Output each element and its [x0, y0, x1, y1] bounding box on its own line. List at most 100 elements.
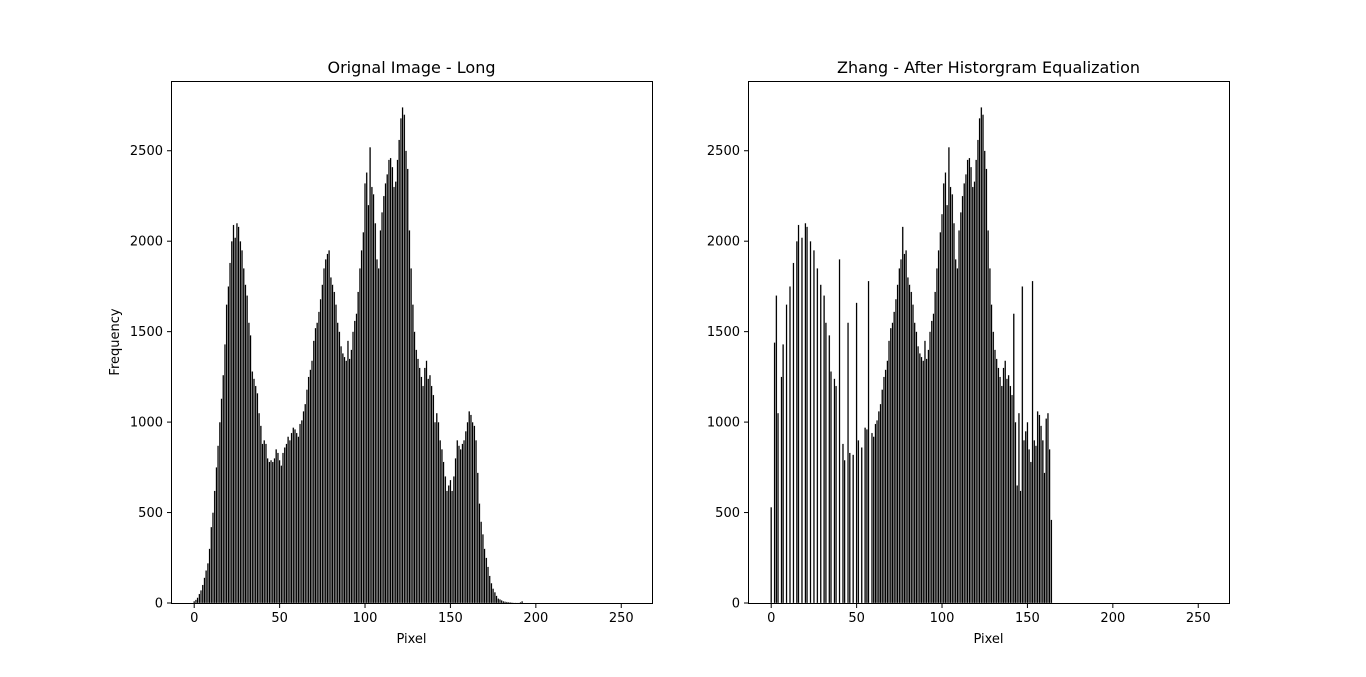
right-histogram-bar	[908, 284, 911, 604]
right-histogram-bar	[958, 230, 961, 604]
right-histogram-bar	[1009, 385, 1012, 604]
right-histogram-bar	[1021, 286, 1024, 604]
right-histogram-bar	[1029, 461, 1032, 604]
left-histogram-bar	[511, 602, 513, 604]
panel-original: 0 50 100 150 200 250 0 500 1000 1500 2000 2500 Ori…	[108, 58, 653, 647]
right-histogram-bar	[795, 241, 798, 604]
left-histogram-bar	[408, 230, 411, 604]
left-histogram-bar	[295, 432, 298, 604]
right-y-tick-label: 500	[715, 506, 740, 521]
right-histogram-bar	[1033, 440, 1036, 604]
left-histogram-bar	[200, 590, 202, 604]
left-histogram-bar	[444, 476, 447, 604]
left-histogram-bar	[372, 194, 375, 604]
right-histogram-bar	[809, 241, 812, 604]
left-histogram-bar	[490, 582, 493, 604]
right-histogram-bar	[912, 304, 914, 604]
right-histogram-bar	[977, 139, 979, 604]
right-histogram-bar	[963, 183, 966, 604]
left-histogram-bar	[369, 147, 372, 604]
left-y-tick-label: 1500	[130, 325, 163, 340]
right-histogram-bar	[780, 376, 783, 604]
right-histogram-bar	[1012, 313, 1015, 604]
left-histogram-bar	[309, 369, 312, 604]
left-y-tick-label: 0	[155, 597, 163, 612]
right-histogram-bar	[848, 452, 851, 604]
right-histogram-bar	[929, 331, 931, 604]
left-histogram-bar	[331, 284, 334, 604]
left-histogram-bar	[229, 262, 231, 604]
right-histogram-bar	[946, 204, 949, 604]
left-histogram-bar	[456, 440, 459, 604]
left-histogram-bar	[265, 443, 267, 604]
right-histogram-bar	[978, 118, 981, 604]
right-histogram-bar	[1036, 411, 1039, 604]
right-histogram-bar	[959, 212, 962, 604]
right-histogram-bar	[833, 378, 836, 604]
left-histogram-bar	[258, 412, 261, 604]
right-histogram-bar	[876, 420, 879, 604]
left-x-tick-label: 100	[353, 611, 378, 626]
left-histogram-bar	[246, 295, 249, 604]
right-histogram-bar	[1028, 449, 1031, 604]
right-histogram-bar	[927, 349, 930, 604]
left-histogram-bar	[447, 485, 450, 604]
left-histogram-bar	[329, 277, 332, 604]
right-axes-frame	[748, 81, 1230, 604]
left-histogram-bar	[355, 313, 358, 604]
left-histogram-bar	[321, 284, 324, 604]
right-histogram-bar	[920, 356, 923, 604]
right-histogram-bar	[789, 286, 791, 604]
right-histogram-bar	[988, 268, 991, 604]
left-histogram-bar	[324, 259, 327, 604]
left-chart-title: Orignal Image - Long	[327, 58, 495, 77]
left-y-ticks: 0 500 1000 1500 2000 2500	[130, 144, 172, 612]
right-histogram-bar	[1000, 385, 1003, 604]
right-histogram-bar	[770, 506, 773, 604]
left-histogram-bar	[208, 548, 211, 604]
right-y-tick-label: 2000	[707, 235, 740, 250]
left-histogram-bar	[499, 599, 501, 604]
right-histogram-bar	[953, 222, 955, 604]
right-histogram-bar	[918, 353, 921, 604]
left-histogram-bar	[300, 420, 303, 604]
left-histogram-bar	[423, 367, 426, 604]
right-histogram-bar	[1041, 440, 1044, 604]
left-histogram-bar	[437, 421, 440, 604]
left-histogram-bar	[348, 358, 351, 604]
left-histogram-bar	[312, 340, 315, 604]
left-histogram-bar	[198, 593, 201, 604]
right-histogram-bar	[980, 107, 983, 604]
left-histogram-bar	[306, 389, 308, 604]
right-histogram-bar	[1004, 360, 1007, 604]
right-histogram-bar	[877, 411, 880, 604]
left-histogram-bar	[430, 385, 433, 604]
left-histogram-bar	[210, 526, 213, 604]
right-histogram-bar	[828, 335, 831, 604]
left-y-axis-label: Frequency	[108, 308, 123, 375]
right-histogram-bar	[842, 443, 844, 604]
left-histogram-bar	[292, 427, 295, 604]
left-histogram-bar	[285, 443, 288, 604]
right-histogram-bar	[1050, 519, 1053, 604]
right-histogram-bar	[1031, 280, 1034, 604]
right-x-tick-label: 0	[767, 611, 775, 626]
left-x-tick-label: 0	[190, 611, 198, 626]
left-histogram-bar	[343, 356, 346, 604]
left-histogram-bar	[307, 376, 310, 604]
left-x-tick-label: 250	[609, 611, 634, 626]
left-histogram-bar	[237, 226, 240, 604]
right-histogram-bar	[983, 150, 986, 604]
left-histogram-bar	[232, 224, 235, 604]
left-histogram-bar	[253, 378, 255, 604]
left-histogram-bar	[442, 461, 445, 604]
left-histogram-bar	[446, 490, 448, 604]
right-histogram-bar	[867, 280, 870, 604]
right-histogram-bar	[913, 322, 916, 604]
left-histogram-bar	[302, 411, 305, 604]
right-histogram-bar	[965, 174, 967, 604]
left-histogram-bar	[376, 259, 378, 604]
left-histogram-bar	[451, 490, 454, 604]
right-histogram-bar	[806, 226, 808, 604]
right-histogram-bar	[860, 447, 863, 604]
